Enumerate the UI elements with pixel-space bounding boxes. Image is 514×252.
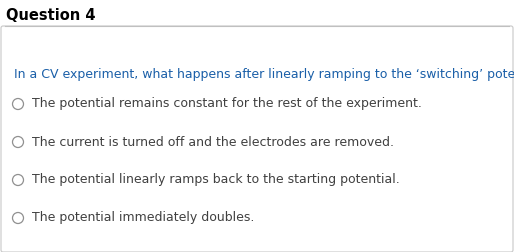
Text: Question 4: Question 4: [6, 8, 96, 23]
Text: In a CV experiment, what happens after linearly ramping to the ‘switching’ poten: In a CV experiment, what happens after l…: [14, 68, 514, 81]
Circle shape: [12, 174, 24, 185]
Circle shape: [12, 99, 24, 110]
Text: The potential remains constant for the rest of the experiment.: The potential remains constant for the r…: [32, 98, 422, 110]
Circle shape: [12, 137, 24, 147]
FancyBboxPatch shape: [1, 26, 513, 252]
Text: The potential immediately doubles.: The potential immediately doubles.: [32, 211, 254, 225]
Text: The potential linearly ramps back to the starting potential.: The potential linearly ramps back to the…: [32, 173, 400, 186]
Circle shape: [12, 212, 24, 224]
Text: The current is turned off and the electrodes are removed.: The current is turned off and the electr…: [32, 136, 394, 148]
